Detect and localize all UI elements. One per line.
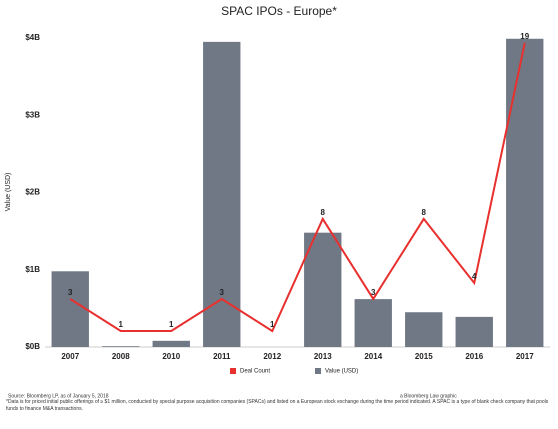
- data-label: 19: [520, 32, 529, 41]
- line: [69, 42, 526, 333]
- x-tick-label: 2010: [162, 352, 180, 361]
- data-label: 1: [169, 320, 174, 329]
- bar: [506, 38, 544, 348]
- bar: [354, 299, 392, 347]
- x-tick-label: 2016: [465, 352, 483, 361]
- bar: [102, 346, 140, 347]
- y-tick-label: $2B: [25, 188, 40, 197]
- bar: [203, 41, 241, 348]
- bar: [51, 271, 89, 347]
- bar: [304, 232, 342, 347]
- bar: [152, 340, 190, 347]
- data-label: 8: [321, 208, 326, 217]
- data-label: 1: [119, 320, 124, 329]
- credit: a Bloomberg Law graphic: [400, 393, 457, 399]
- legend-swatch: [230, 368, 236, 374]
- note: *Data is for priced initial public offer…: [6, 399, 549, 412]
- x-tick-label: 2008: [112, 352, 130, 361]
- data-label: 4: [472, 272, 477, 281]
- x-tick-label: 2015: [415, 352, 433, 361]
- x-tick-label: 2007: [61, 352, 79, 361]
- data-label: 3: [68, 288, 73, 297]
- bar: [455, 316, 493, 347]
- source: Source: Bloomberg LP, as of January 5, 2…: [8, 393, 109, 399]
- data-label: 3: [220, 288, 225, 297]
- y-tick-label: $4B: [25, 33, 40, 42]
- chart-title: SPAC IPOs - Europe*: [221, 4, 337, 18]
- note-box: *Data is for priced initial public offer…: [6, 399, 549, 412]
- bar: [405, 312, 443, 347]
- x-tick-label: 2017: [516, 352, 534, 361]
- x-tick-label: 2011: [213, 352, 231, 361]
- y-tick-label: $0B: [25, 342, 40, 351]
- y-tick-label: $1B: [25, 265, 40, 274]
- legend-swatch: [315, 368, 321, 374]
- x-tick-label: 2012: [263, 352, 281, 361]
- y-tick-label: $3B: [25, 110, 40, 119]
- data-label: 3: [371, 288, 376, 297]
- legend-label: Value (USD): [325, 369, 358, 375]
- x-tick-label: 2014: [364, 352, 382, 361]
- y-axis-label: Value (USD): [5, 173, 12, 212]
- legend-label: Deal Count: [240, 369, 270, 375]
- data-label: 8: [422, 208, 427, 217]
- data-label: 1: [270, 320, 275, 329]
- x-tick-label: 2013: [314, 352, 332, 361]
